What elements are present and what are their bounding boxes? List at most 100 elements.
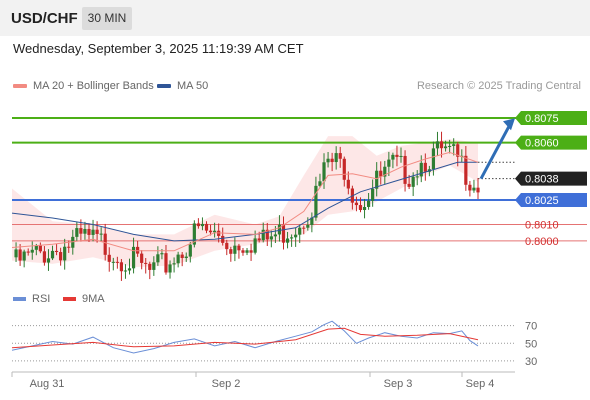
candle [123,270,128,272]
candle [172,263,176,265]
candle [391,154,395,160]
candle [184,256,188,259]
rsi-tick-label: 30 [525,356,537,368]
candle [294,234,298,238]
candle [281,224,286,243]
candle [111,261,115,263]
candle [188,244,192,257]
rsi-tick-label: 50 [525,338,537,350]
level-label-0.8025: 0.8025 [525,195,559,207]
forecast-arrow-shaft [479,125,511,180]
candle [423,162,427,172]
candle [91,229,95,235]
candle [136,246,140,254]
candle [322,162,326,182]
forecast-arrow-head [503,118,515,131]
candle [196,223,200,227]
bollinger-band-area [12,136,478,268]
candle [468,184,472,191]
legend-ma50: MA 50 [157,80,208,92]
candle [375,170,379,189]
x-axis-label: Sep 3 [384,378,413,390]
candle [22,251,26,261]
candle [144,262,148,264]
9ma-legend-label: 9MA [82,293,105,305]
candle [314,185,318,218]
candle [277,224,282,235]
candle [411,176,415,187]
candle [50,250,55,259]
candle [245,250,249,253]
candle [87,228,91,235]
candle [342,158,346,180]
research-credit: Research © 2025 Trading Central [416,80,581,92]
candle [79,228,83,234]
x-axis-label: Aug 31 [30,378,65,390]
candle [366,200,371,207]
candle [407,183,411,187]
candle [204,223,209,231]
candle [399,155,403,157]
candle [403,155,407,184]
candle [115,261,119,263]
candle [18,249,22,261]
level-label-0.8075: 0.8075 [525,113,559,125]
ma50-legend-label: MA 50 [177,80,209,92]
candle [456,144,460,157]
x-axis-label: Sep 4 [466,378,495,390]
candle [63,246,67,261]
candle [208,230,213,233]
candle [273,234,277,237]
candle [42,251,47,263]
ma50-swatch [157,84,171,89]
candle [168,264,172,273]
candle [379,170,383,177]
candle [192,223,196,245]
candle [30,249,34,253]
9ma-swatch [63,297,76,302]
x-axis-label: Sep 2 [212,378,241,390]
candle [152,262,156,270]
candle [38,245,42,252]
timeframe-button[interactable]: 30 MIN [82,7,132,30]
candle [237,245,241,251]
candle [156,254,160,263]
candle [103,233,107,255]
candle [443,146,448,149]
level-tag-resistance [515,135,587,150]
ma20-swatch [13,84,27,89]
candle [75,228,79,237]
candle [46,258,51,263]
candle [354,202,359,206]
candle [257,238,261,241]
ma50-line [11,161,478,242]
rsi-9ma-line [11,327,479,349]
candle [326,158,330,163]
candle [95,229,99,234]
candle [387,159,391,167]
candle [285,238,290,243]
candle [318,181,322,186]
candle [213,230,217,233]
candle [298,227,302,235]
candle [200,223,205,227]
level-label-0.8000: 0.8000 [525,236,559,248]
candle [176,254,180,264]
candle [164,253,168,273]
candle [472,187,476,191]
candle [330,158,334,163]
header-bar: USD/CHF 30 MIN [0,0,590,36]
rsi-legend-label: RSI [32,293,51,305]
candle [127,268,132,271]
candle [221,235,225,243]
candle [99,233,103,235]
candle [180,254,184,259]
candle [249,250,253,253]
candle [476,187,480,193]
candle [269,236,273,240]
candle [83,228,87,234]
rsi-tick-label: 70 [525,321,537,333]
candle [302,227,306,229]
legend-rsi: RSI [13,293,50,305]
